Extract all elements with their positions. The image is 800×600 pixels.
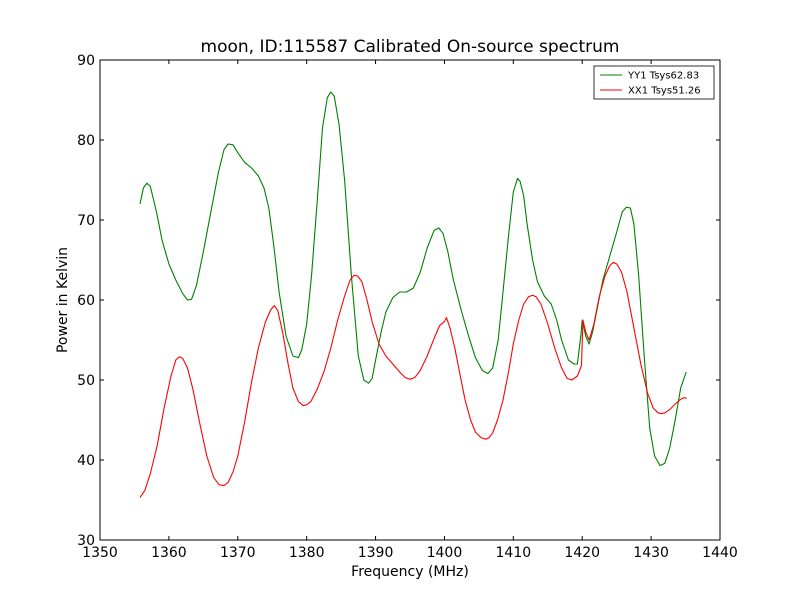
x-tick-label: 1430 bbox=[633, 545, 669, 561]
y-tick-label: 90 bbox=[77, 53, 95, 69]
y-tick-label: 70 bbox=[77, 213, 95, 229]
legend-entry: YY1 Tsys62.83 bbox=[627, 71, 699, 82]
plot-frame bbox=[99, 59, 721, 541]
series-line-xx1 bbox=[139, 261, 688, 498]
x-tick-label: 1370 bbox=[220, 545, 256, 561]
x-tick-label: 1350 bbox=[82, 545, 118, 561]
legend-entry: XX1 Tsys51.26 bbox=[628, 86, 701, 97]
legend-box bbox=[593, 65, 715, 100]
series-layer bbox=[139, 91, 688, 498]
x-tick-label: 1440 bbox=[702, 545, 738, 561]
y-tick-label: 30 bbox=[77, 533, 95, 549]
y-tick-label: 40 bbox=[77, 453, 95, 469]
x-axis: 1350 1360 1370 1380 1390 1400 1410 1420 1430 1440 bbox=[82, 60, 738, 561]
x-axis-label: Frequency (MHz) bbox=[351, 564, 469, 580]
y-tick-label: 80 bbox=[77, 133, 95, 149]
plot-area bbox=[100, 60, 720, 540]
y-tick-label: 50 bbox=[77, 373, 95, 389]
chart-title: moon, ID:115587 Calibrated On-source spe… bbox=[201, 37, 620, 57]
y-axis-label: Power in Kelvin bbox=[55, 247, 71, 353]
x-tick-label: 1400 bbox=[427, 545, 463, 561]
x-tick-label: 1410 bbox=[496, 545, 532, 561]
y-tick-label: 60 bbox=[77, 293, 95, 309]
legend: YY1 Tsys62.83 XX1 Tsys51.26 bbox=[593, 65, 715, 100]
y-axis: 30 40 50 60 70 80 90 bbox=[77, 53, 720, 549]
x-tick-label: 1360 bbox=[151, 545, 187, 561]
x-tick-label: 1390 bbox=[358, 545, 394, 561]
x-tick-label: 1420 bbox=[564, 545, 600, 561]
x-tick-label: 1380 bbox=[289, 545, 325, 561]
